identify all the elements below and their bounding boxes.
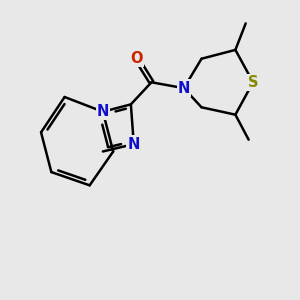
Text: N: N xyxy=(128,136,140,152)
Text: S: S xyxy=(248,75,258,90)
Text: N: N xyxy=(178,81,190,96)
Text: O: O xyxy=(130,51,143,66)
Text: N: N xyxy=(97,104,109,119)
